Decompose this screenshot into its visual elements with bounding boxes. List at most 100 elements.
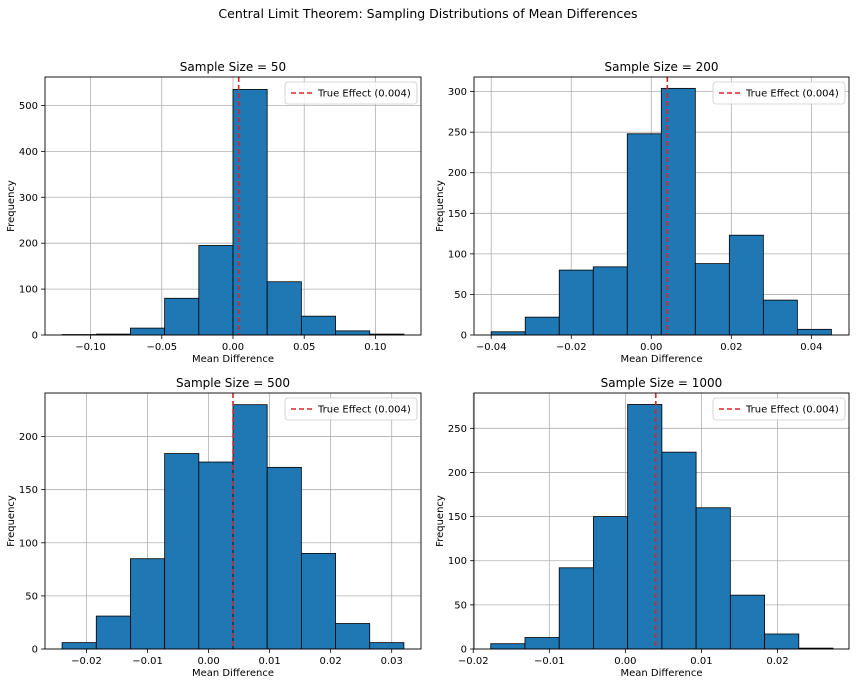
histogram-bar: [695, 507, 731, 650]
legend: True Effect (0.004): [284, 397, 418, 421]
x-tick-label: 0.05: [293, 342, 315, 353]
histogram-bar: [300, 552, 336, 650]
y-tick-label: 50: [454, 290, 467, 301]
legend-box: [712, 81, 846, 105]
histogram-bar: [198, 245, 234, 336]
subplot-title: Sample Size = 1000: [601, 376, 723, 390]
y-axis-ticks: 0 50 100 150 200 250 300: [448, 87, 474, 342]
histogram-bar: [266, 281, 302, 336]
figure-title: Central Limit Theorem: Sampling Distribu…: [218, 6, 638, 21]
histogram-bar: [796, 328, 832, 336]
x-tick-label: 0.02: [320, 656, 342, 667]
y-axis-label: Frequency: [435, 495, 446, 547]
x-tick-label: 0.04: [800, 342, 822, 353]
y-tick-label: 100: [19, 538, 38, 549]
y-tick-label: 200: [19, 432, 38, 443]
y-tick-label: 150: [19, 485, 38, 496]
legend-box: [284, 397, 418, 421]
histogram-bar: [198, 461, 234, 650]
legend: True Effect (0.004): [712, 397, 846, 421]
y-tick-label: 200: [448, 168, 467, 179]
legend-label: True Effect (0.004): [317, 89, 411, 100]
x-tick-label: 0.00: [197, 656, 219, 667]
x-tick-label: −0.02: [556, 342, 587, 353]
y-tick-label: 250: [448, 424, 467, 435]
x-tick-label: 0.01: [690, 656, 712, 667]
subplot-title: Sample Size = 200: [604, 60, 718, 74]
y-tick-label: 200: [19, 239, 38, 250]
y-tick-label: 50: [25, 591, 38, 602]
histogram-bar: [164, 453, 200, 650]
histogram-bars: [61, 88, 405, 336]
subplot-title: Sample Size = 500: [176, 376, 290, 390]
legend: True Effect (0.004): [284, 81, 418, 105]
y-tick-label: 200: [448, 468, 467, 479]
histogram-bars: [490, 404, 834, 650]
histogram-bar: [627, 404, 663, 650]
histogram-bar: [300, 315, 336, 336]
histogram-bar: [130, 327, 166, 336]
y-tick-label: 100: [448, 556, 467, 567]
histogram-bar: [266, 466, 302, 650]
x-tick-label: −0.05: [146, 342, 177, 353]
x-axis-ticks: −0.10 −0.05 0.00 0.05 0.10: [75, 335, 387, 353]
x-tick-label: −0.04: [476, 342, 507, 353]
legend-label: True Effect (0.004): [745, 89, 839, 100]
y-tick-label: 400: [19, 147, 38, 158]
y-axis-label: Frequency: [6, 495, 17, 547]
y-tick-label: 150: [448, 209, 467, 220]
histogram-bar: [95, 615, 131, 650]
y-axis-ticks: 0 50 100 150 200 250: [448, 424, 474, 656]
histogram-bar: [558, 269, 594, 336]
x-tick-label: 0.00: [614, 656, 636, 667]
histogram-bar: [694, 263, 730, 336]
histogram-bar: [232, 404, 268, 650]
histogram-bar: [61, 642, 97, 650]
y-tick-label: 100: [19, 285, 38, 296]
y-tick-label: 0: [32, 645, 38, 656]
x-axis-label: Mean Difference: [192, 354, 274, 365]
x-tick-label: 0.01: [258, 656, 280, 667]
axes-frame: [473, 76, 850, 336]
x-tick-label: −0.01: [132, 656, 163, 667]
x-axis-ticks: −0.02 −0.01 0.00 0.01 0.02 0.03: [71, 649, 403, 667]
subplot-sample-size-50: −0.10 −0.05 0.00 0.05 0.10 0 100 200 300 400 500 Sa…: [6, 60, 422, 365]
y-tick-label: 0: [32, 331, 38, 342]
histogram-bar: [524, 637, 560, 650]
histogram-bar: [661, 451, 697, 650]
legend: True Effect (0.004): [712, 81, 846, 105]
legend-label: True Effect (0.004): [317, 405, 411, 416]
legend-box: [712, 397, 846, 421]
y-tick-label: 250: [448, 128, 467, 139]
histogram-bar: [490, 331, 526, 336]
histogram-bar: [490, 643, 526, 650]
histogram-bar: [524, 316, 560, 336]
y-axis-ticks: 0 50 100 150 200: [19, 432, 45, 656]
subplot-title: Sample Size = 50: [180, 60, 286, 74]
histogram-bar: [130, 558, 166, 650]
y-tick-label: 50: [454, 600, 467, 611]
legend-label: True Effect (0.004): [745, 405, 839, 416]
legend-box: [284, 81, 418, 105]
subplot-sample-size-1000: −0.02 −0.01 0.00 0.01 0.02 0 50 100 150 200 250 Sam…: [435, 376, 850, 679]
x-tick-label: 0.03: [381, 656, 403, 667]
axes-frame: [473, 392, 850, 650]
y-tick-label: 150: [448, 512, 467, 523]
x-tick-label: −0.10: [75, 342, 106, 353]
histogram-bar: [164, 297, 200, 336]
y-axis-label: Frequency: [6, 180, 17, 232]
histogram-bar: [626, 133, 662, 336]
x-tick-label: −0.01: [534, 656, 565, 667]
histogram-bars: [490, 87, 832, 336]
x-tick-label: 0.00: [222, 342, 244, 353]
x-tick-label: −0.02: [71, 656, 102, 667]
histogram-bar: [660, 87, 696, 336]
y-tick-label: 0: [461, 331, 467, 342]
histogram-bar: [335, 623, 371, 650]
x-axis-ticks: −0.02 −0.01 0.00 0.01 0.02: [458, 649, 789, 667]
histogram-bar: [558, 567, 594, 650]
y-tick-label: 300: [448, 87, 467, 98]
histogram-bar: [762, 299, 798, 336]
histogram-bar: [764, 633, 800, 650]
histogram-bar: [369, 642, 405, 650]
